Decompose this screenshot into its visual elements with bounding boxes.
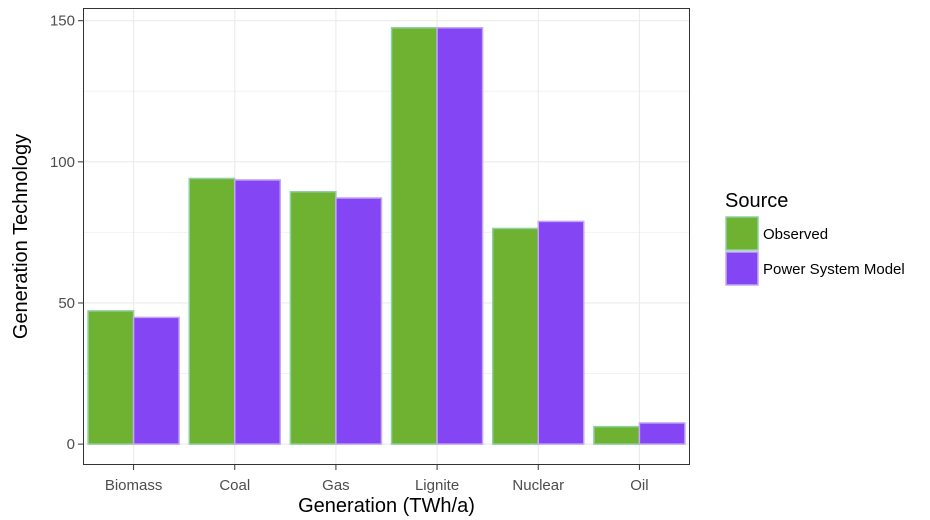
x-tick-label: Biomass xyxy=(105,477,163,494)
bar-coal-power-system-model xyxy=(234,179,282,445)
legend: Source Observed Power System Model xyxy=(725,190,905,286)
x-tick-label: Oil xyxy=(630,477,648,494)
bar-oil-observed xyxy=(593,425,641,445)
legend-label-power-system-model: Power System Model xyxy=(763,261,905,278)
legend-key-power-system-model xyxy=(725,251,759,286)
bar-gas-power-system-model xyxy=(335,197,383,445)
y-axis-title: Generation Technology xyxy=(10,134,32,339)
y-tick-label: 0 xyxy=(67,436,75,453)
y-tick-label: 50 xyxy=(58,295,75,312)
bars xyxy=(87,27,686,445)
bar-oil-power-system-model xyxy=(638,422,686,445)
bar-nuclear-power-system-model xyxy=(537,220,585,445)
panel-background xyxy=(83,8,690,465)
x-tick-label: Coal xyxy=(219,477,250,494)
bar-lignite-observed xyxy=(390,27,438,445)
panel-border xyxy=(83,8,690,465)
bar-gas-observed xyxy=(289,191,337,445)
y-tick-label: 100 xyxy=(50,154,75,171)
bar-nuclear-observed xyxy=(491,227,540,445)
legend-title: Source xyxy=(725,190,788,212)
x-axis-title: Generation (TWh/a) xyxy=(298,495,475,517)
legend-key-observed xyxy=(725,216,759,251)
x-tick-label: Gas xyxy=(322,477,350,494)
legend-label-observed: Observed xyxy=(763,226,828,243)
bar-coal-observed xyxy=(188,177,236,445)
bar-biomass-power-system-model xyxy=(132,316,180,445)
y-tick-label: 150 xyxy=(50,13,75,30)
x-tick-label: Lignite xyxy=(415,477,459,494)
bar-biomass-observed xyxy=(87,310,135,445)
axes: 0 50 100 150 Biomass Coal Gas Lignite Nuclear Oil xyxy=(50,13,649,494)
x-tick-label: Nuclear xyxy=(512,477,564,494)
bar-lignite-power-system-model xyxy=(436,27,484,445)
